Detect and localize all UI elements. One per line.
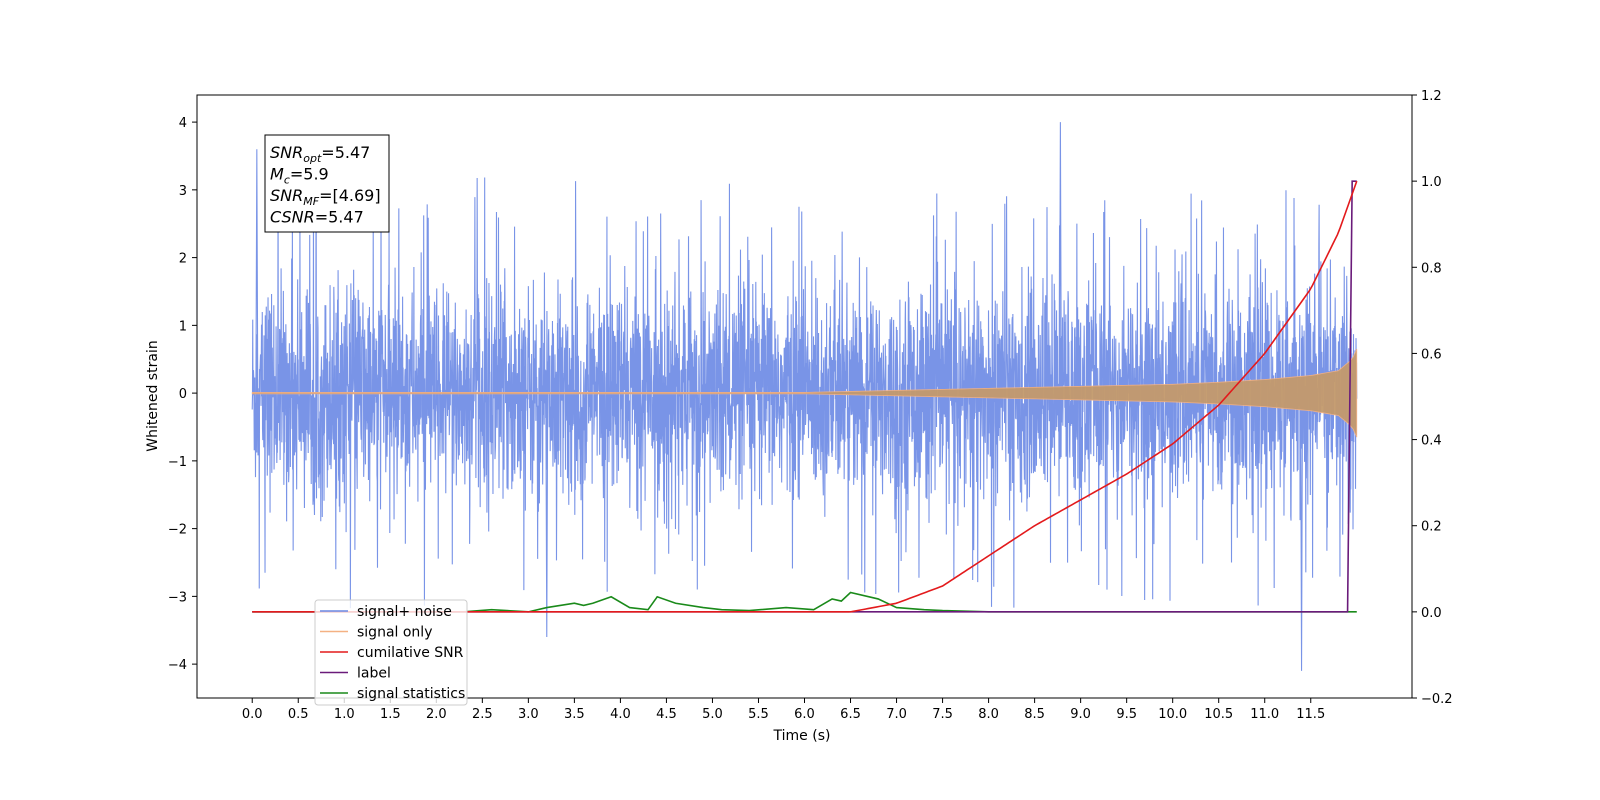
x-tick-label: 0.5 (288, 707, 309, 722)
x-tick-label: 4.0 (610, 707, 631, 722)
x-tick-label: 8.0 (978, 707, 999, 722)
annotation-symbol: SNR (270, 143, 303, 162)
x-tick-label: 2.0 (426, 707, 447, 722)
x-tick-label: 11.0 (1250, 707, 1279, 722)
y-axis-left: −4 −3 −2 −1 0 1 2 3 4 (168, 116, 197, 673)
series-signal-noise (251, 122, 1358, 671)
legend-entry: signal only (357, 625, 432, 641)
y-axis-right: −0.2 0.0 0.2 0.4 0.6 0.8 1.0 1.2 (1412, 89, 1453, 707)
legend-entry: signal statistics (357, 686, 465, 702)
annotation-value: =5.47 (315, 208, 364, 227)
y-left-tick-label: 1 (179, 319, 187, 334)
x-tick-label: 9.0 (1070, 707, 1091, 722)
series-signal-statistics (252, 591, 1357, 613)
x-tick-label: 0.0 (242, 707, 263, 722)
annotation-value: =5.9 (290, 165, 329, 184)
annotation-symbol: SNR (270, 186, 303, 205)
x-tick-label: 8.5 (1024, 707, 1045, 722)
annotation-symbol: M (270, 165, 284, 184)
y-right-tick-label: 0.0 (1421, 606, 1442, 621)
y-right-tick-label: −0.2 (1421, 692, 1453, 707)
x-tick-label: 1.5 (380, 707, 401, 722)
annotation-symbol: CSNR (270, 208, 315, 227)
x-tick-label: 3.5 (564, 707, 585, 722)
annotation-line: CSNR=5.47 (270, 208, 364, 227)
y-right-tick-label: 0.6 (1421, 347, 1442, 362)
plot-area (251, 122, 1358, 671)
x-axis: 0.0 0.5 1.0 1.5 2.0 2.5 3.0 3.5 4.0 4.5 5.0 5.5 6.0 6… (242, 698, 1325, 722)
annotation-subscript: opt (303, 152, 322, 165)
y-axis-left-label: Whitened strain (145, 340, 161, 451)
x-tick-label: 2.5 (472, 707, 493, 722)
y-left-tick-label: 4 (179, 116, 187, 131)
x-tick-label: 4.5 (656, 707, 677, 722)
x-tick-label: 10.5 (1204, 707, 1233, 722)
y-right-tick-label: 0.8 (1421, 261, 1442, 276)
y-right-tick-label: 0.2 (1421, 520, 1442, 535)
x-tick-label: 7.0 (886, 707, 907, 722)
y-left-tick-label: −1 (168, 455, 187, 470)
x-tick-label: 10.0 (1158, 707, 1187, 722)
x-tick-label: 7.5 (932, 707, 953, 722)
y-left-tick-label: −4 (168, 658, 187, 673)
x-tick-label: 5.5 (748, 707, 769, 722)
legend-entry: cumilative SNR (357, 645, 464, 661)
annotation-frame (264, 134, 390, 233)
y-left-tick-label: −2 (168, 523, 187, 538)
x-tick-label: 1.0 (334, 707, 355, 722)
x-tick-label: 6.0 (794, 707, 815, 722)
annotation-line: Mc=5.9 (270, 165, 329, 187)
legend-entry: label (357, 666, 391, 682)
x-tick-label: 6.5 (840, 707, 861, 722)
x-tick-label: 9.5 (1116, 707, 1137, 722)
x-tick-label: 11.5 (1296, 707, 1325, 722)
y-left-tick-label: −3 (168, 590, 187, 605)
x-tick-label: 5.0 (702, 707, 723, 722)
x-tick-label: 3.0 (518, 707, 539, 722)
annotation-subscript: MF (303, 195, 319, 208)
series-signal-only (251, 348, 1358, 438)
legend: signal+ noise signal only cumilative SNR la… (314, 599, 468, 706)
annotation-value: =[4.69] (319, 186, 381, 205)
y-left-tick-label: 0 (179, 387, 187, 402)
y-left-tick-label: 3 (179, 184, 187, 199)
y-right-tick-label: 0.4 (1421, 434, 1442, 449)
legend-entry: signal+ noise (357, 604, 452, 620)
legend-frame (314, 599, 468, 706)
y-left-tick-label: 2 (179, 252, 187, 267)
annotation-value: =5.47 (321, 143, 370, 162)
y-right-tick-label: 1.0 (1421, 175, 1442, 190)
annotation-subscript: c (284, 174, 290, 187)
x-axis-label: Time (s) (773, 728, 831, 744)
y-right-tick-label: 1.2 (1421, 89, 1442, 104)
annotation-line: SNRopt=5.47 (270, 143, 370, 165)
annotation-line: SNRMF=[4.69] (270, 186, 381, 208)
